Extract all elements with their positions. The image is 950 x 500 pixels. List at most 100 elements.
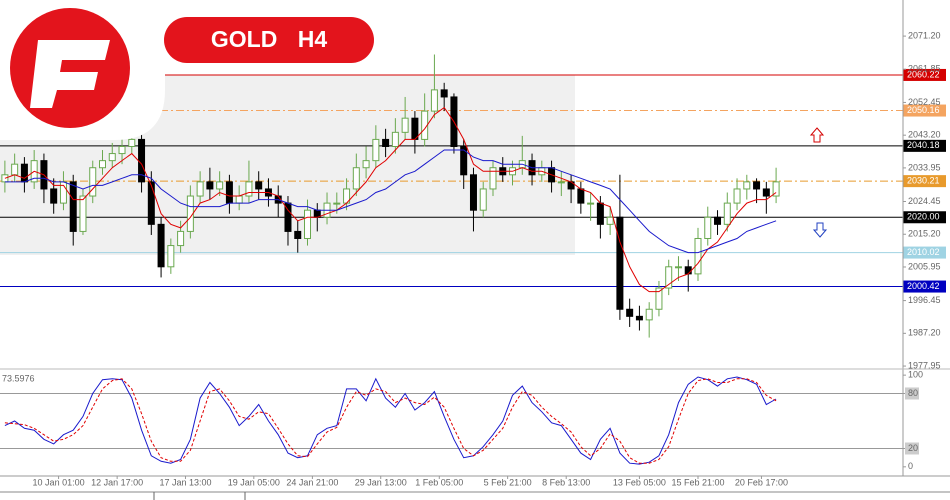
series-line (4, 378, 777, 464)
x-tick-label: 20 Feb 17:00 (735, 477, 788, 487)
y-tick-label: 80 (908, 388, 918, 398)
y-tick-label: 2033.95 (908, 162, 941, 172)
level-box (903, 139, 946, 152)
candle-body (606, 216, 614, 225)
candle-body (225, 181, 233, 204)
series-line (4, 106, 777, 293)
candle-body (616, 216, 624, 310)
level-label: 2040.18 (907, 140, 940, 150)
y-tick-label: 1977.95 (908, 360, 941, 370)
y-tick-label: 20 (908, 443, 918, 453)
candle-body (762, 188, 770, 197)
candle-body (430, 89, 438, 112)
series-line (4, 149, 777, 254)
candle-body (635, 315, 643, 321)
x-tick-label: 29 Jan 13:00 (355, 477, 407, 487)
candle-body (557, 181, 565, 184)
title-pill (164, 17, 374, 63)
candle-body (1, 174, 9, 183)
candle-body (596, 202, 604, 225)
x-tick-label: 24 Jan 21:00 (286, 477, 338, 487)
candle-body (108, 153, 116, 162)
candle-body (577, 188, 585, 204)
x-tick-label: 13 Feb 05:00 (613, 477, 666, 487)
x-tick-label: 12 Jan 17:00 (91, 477, 143, 487)
plot-layer: 2060.22 2050.16 2040.18 2030.21 2020.00 2010.… (0, 30, 946, 487)
tick-box (905, 442, 919, 455)
y-tick-label: 2052.45 (908, 97, 941, 107)
x-tick-label: 5 Feb 21:00 (484, 477, 532, 487)
level-label: 2000.42 (907, 281, 940, 291)
candle-body (440, 89, 448, 98)
x-tick-label: 1 Feb 05:00 (415, 477, 463, 487)
down-arrow (812, 222, 828, 238)
y-tick-label: 2061.85 (908, 64, 941, 74)
y-tick-label: 0 (908, 461, 913, 471)
x-tick-label: 10 Jan 01:00 (33, 477, 85, 487)
candle-body (245, 181, 253, 197)
logo-letter (30, 40, 110, 108)
level-box (903, 211, 946, 224)
candle-body (89, 167, 97, 197)
level-box (903, 246, 946, 259)
candle-body (460, 145, 468, 176)
level-label: 2010.02 (907, 247, 940, 257)
candle-body (352, 167, 360, 190)
tick-box (905, 387, 919, 400)
candle-body (684, 266, 692, 275)
candle-body (587, 202, 595, 205)
candle-body (147, 181, 155, 225)
candle-body (411, 117, 419, 140)
x-tick-label: 15 Feb 21:00 (671, 477, 724, 487)
y-tick-label: 2015.20 (908, 229, 941, 239)
candle-body (772, 181, 780, 197)
candle-body (333, 202, 341, 205)
level-box (903, 280, 946, 293)
y-tick-label: 2024.45 (908, 196, 941, 206)
logo-circle (10, 8, 130, 128)
x-tick-label: 8 Feb 13:00 (542, 477, 590, 487)
up-arrow (809, 127, 825, 143)
candle-body (206, 181, 214, 190)
candle-body (401, 117, 409, 133)
candle-body (20, 163, 28, 183)
candle-body (391, 131, 399, 147)
candle-body (362, 160, 370, 169)
candle-body (704, 216, 712, 239)
candle-body (665, 266, 673, 289)
level-label: 2030.21 (907, 176, 940, 186)
chart-title: GOLD H4 (211, 26, 327, 52)
candle-body (655, 287, 663, 310)
candle-body (743, 181, 751, 190)
candle-body (382, 138, 390, 147)
level-box (903, 175, 946, 188)
candle-body (11, 163, 19, 176)
level-label: 2060.22 (907, 69, 940, 79)
level-label: 2020.00 (907, 212, 940, 222)
candle-body (674, 266, 682, 269)
candle-body (372, 138, 380, 162)
candle-body (694, 237, 702, 275)
candle-body (196, 181, 204, 197)
candle-body (255, 181, 263, 190)
candle-body (216, 181, 224, 190)
candle-body (479, 188, 487, 211)
candle-body (177, 230, 185, 247)
candle-body (157, 223, 165, 268)
candle-body (304, 209, 312, 239)
candle-body (733, 188, 741, 204)
candle-body (469, 174, 477, 211)
candle-body (128, 138, 136, 147)
candle-body (645, 308, 653, 321)
level-label: 2050.16 (907, 105, 940, 115)
y-tick-label: 2005.95 (908, 261, 941, 271)
series-line (4, 376, 777, 465)
candle-body (714, 216, 722, 225)
logo (0, 0, 165, 140)
candle-body (235, 195, 243, 204)
x-tick-label: 19 Jan 05:00 (228, 477, 280, 487)
level-box (903, 104, 946, 117)
candle-body (167, 245, 175, 268)
